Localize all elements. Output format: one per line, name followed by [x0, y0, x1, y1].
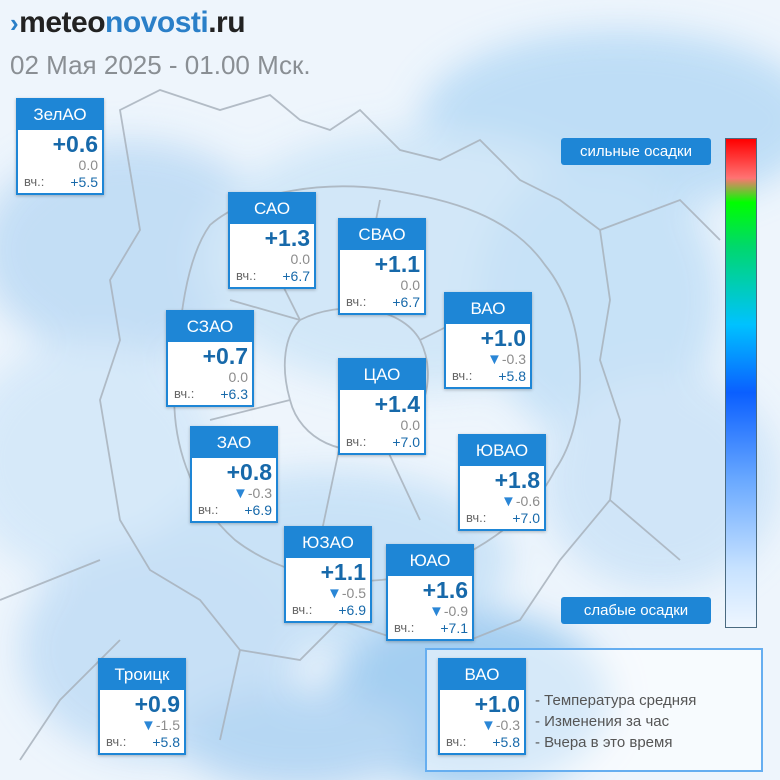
- district-card-tsao: ЦАО +1.4 0.0 вч.: +7.0: [338, 358, 426, 455]
- district-name: Троицк: [100, 660, 184, 690]
- logo-chevron-icon: ›: [10, 8, 19, 38]
- district-name: СВАО: [340, 220, 424, 250]
- district-temperature: +0.6: [52, 131, 98, 157]
- district-yesterday: вч.: +7.0: [346, 434, 420, 450]
- district-card-zelao: ЗелАО +0.6 0.0 вч.: +5.5: [16, 98, 104, 195]
- district-card-sao: САО +1.3 0.0 вч.: +6.7: [228, 192, 316, 289]
- district-yesterday: вч.: +7.1: [394, 620, 468, 636]
- district-temperature: +1.4: [374, 391, 420, 417]
- down-arrow-icon: ▼: [429, 603, 444, 620]
- district-name: СЗАО: [168, 312, 252, 342]
- district-hourly-change: 0.0: [400, 277, 420, 293]
- district-hourly-change: 0.0: [400, 417, 420, 433]
- legend-items: - Температура средняя - Изменения за час…: [535, 690, 696, 753]
- district-yesterday: вч.: +7.0: [466, 510, 540, 526]
- district-yesterday: вч.: +6.9: [292, 602, 366, 618]
- district-name: ЗАО: [192, 428, 276, 458]
- logo-text-suffix: .ru: [208, 6, 246, 39]
- district-hourly-change: ▼-1.5: [141, 717, 180, 734]
- district-yesterday: вч.: +6.7: [236, 268, 310, 284]
- district-card-svao: СВАО +1.1 0.0 вч.: +6.7: [338, 218, 426, 315]
- down-arrow-icon: ▼: [501, 493, 516, 510]
- district-name: ВАО: [440, 660, 524, 690]
- district-yesterday: вч.: +6.3: [174, 386, 248, 402]
- forecast-datetime: 02 Мая 2025 - 01.00 Мск.: [10, 50, 311, 80]
- scale-label-heavy: сильные осадки: [561, 138, 711, 165]
- district-yesterday: вч.: +5.8: [106, 734, 180, 750]
- district-yesterday: вч.: +5.8: [446, 734, 520, 750]
- down-arrow-icon: ▼: [233, 485, 248, 502]
- down-arrow-icon: ▼: [327, 585, 342, 602]
- district-yesterday: вч.: +6.7: [346, 294, 420, 310]
- district-card-troitsk: Троицк +0.9 ▼-1.5 вч.: +5.8: [98, 658, 186, 755]
- scale-label-light: слабые осадки: [561, 597, 711, 624]
- district-hourly-change: 0.0: [78, 157, 98, 173]
- district-card-yuvao: ЮВАО +1.8 ▼-0.6 вч.: +7.0: [458, 434, 546, 531]
- district-name: ВАО: [446, 294, 530, 324]
- district-yesterday: вч.: +5.8: [452, 368, 526, 384]
- district-name: ЗелАО: [18, 100, 102, 130]
- district-hourly-change: ▼-0.5: [327, 585, 366, 602]
- district-yesterday: вч.: +5.5: [24, 174, 98, 190]
- district-card-yuzao: ЮЗАО +1.1 ▼-0.5 вч.: +6.9: [284, 526, 372, 623]
- district-temperature: +0.8: [226, 459, 272, 485]
- district-name: ЮЗАО: [286, 528, 370, 558]
- logo-text-middle: novosti: [105, 6, 209, 39]
- legend-item-temperature: - Температура средняя: [535, 692, 697, 709]
- district-hourly-change: ▼-0.6: [501, 493, 540, 510]
- district-card-vao: ВАО +1.0 ▼-0.3 вч.: +5.8: [444, 292, 532, 389]
- site-logo[interactable]: ›meteonovosti.ru: [10, 6, 246, 40]
- legend-item-yesterday: - Вчера в это время: [535, 734, 673, 751]
- district-hourly-change: ▼-0.3: [481, 717, 520, 734]
- district-hourly-change: ▼-0.3: [487, 351, 526, 368]
- district-hourly-change: ▼-0.9: [429, 603, 468, 620]
- district-temperature: +1.8: [494, 467, 540, 493]
- precipitation-scale-bar: [725, 138, 757, 628]
- district-temperature: +1.1: [374, 251, 420, 277]
- district-temperature: +0.9: [134, 691, 180, 717]
- district-temperature: +1.1: [320, 559, 366, 585]
- district-hourly-change: ▼-0.3: [233, 485, 272, 502]
- district-name: ЦАО: [340, 360, 424, 390]
- district-temperature: +1.6: [422, 577, 468, 603]
- legend-sample-card: ВАО +1.0 ▼-0.3 вч.: +5.8: [438, 658, 526, 755]
- district-name: ЮАО: [388, 546, 472, 576]
- district-temperature: +1.0: [474, 691, 520, 717]
- district-name: ЮВАО: [460, 436, 544, 466]
- district-yesterday: вч.: +6.9: [198, 502, 272, 518]
- down-arrow-icon: ▼: [481, 717, 496, 734]
- district-temperature: +1.0: [480, 325, 526, 351]
- logo-text-prefix: meteo: [19, 6, 106, 39]
- down-arrow-icon: ▼: [141, 717, 156, 734]
- district-temperature: +0.7: [202, 343, 248, 369]
- district-card-zao: ЗАО +0.8 ▼-0.3 вч.: +6.9: [190, 426, 278, 523]
- district-card-yuao: ЮАО +1.6 ▼-0.9 вч.: +7.1: [386, 544, 474, 641]
- district-card-szao: СЗАО +0.7 0.0 вч.: +6.3: [166, 310, 254, 407]
- legend-item-hourly-change: - Изменения за час: [535, 713, 670, 730]
- down-arrow-icon: ▼: [487, 351, 502, 368]
- district-temperature: +1.3: [264, 225, 310, 251]
- district-name: САО: [230, 194, 314, 224]
- district-hourly-change: 0.0: [290, 251, 310, 267]
- district-hourly-change: 0.0: [228, 369, 248, 385]
